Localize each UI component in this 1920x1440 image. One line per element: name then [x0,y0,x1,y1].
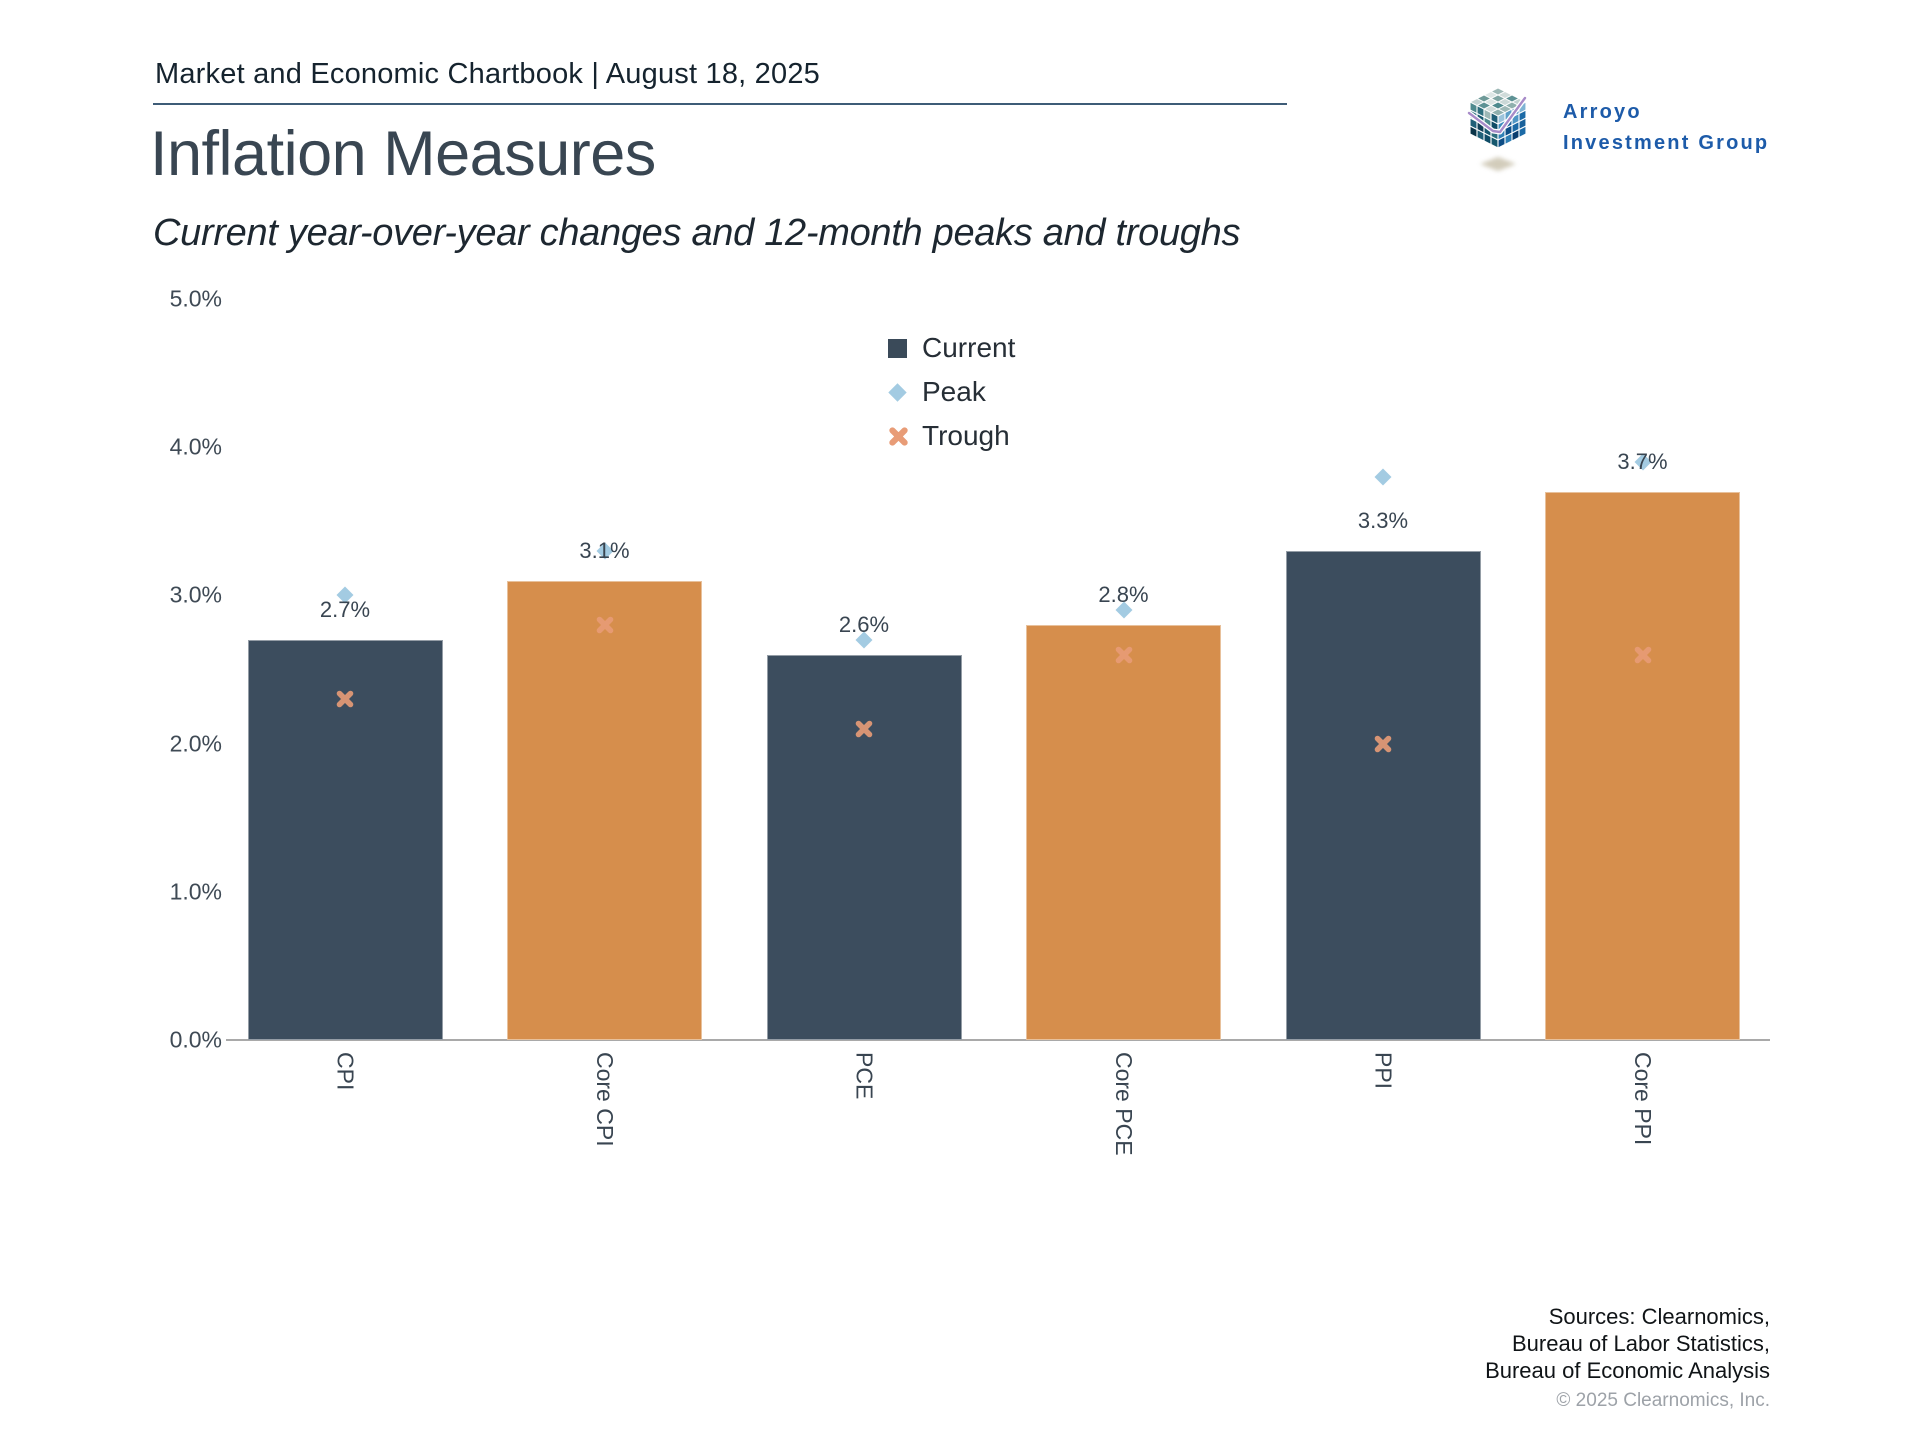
trough-marker-core-pce [1114,645,1133,664]
brand-line1: Arroyo [1563,101,1642,123]
bar-core-pce [1026,625,1221,1040]
category-label-core-pce: Core PCE [1111,1052,1137,1156]
y-tick-4-0-: 4.0% [169,433,222,460]
source-line: Sources: Clearnomics, [1548,1304,1770,1329]
brand-line2: Investment Group [1563,132,1770,154]
header-divider [153,103,1287,105]
page-title: Inflation Measures [150,119,656,189]
legend-label: Trough [922,420,1010,451]
y-tick-3-0-: 3.0% [169,581,222,608]
peak-marker-ppi [1374,468,1392,486]
bar-core-cpi [507,580,702,1040]
legend-item-current: Current [888,326,1015,370]
legend-item-trough: Trough [888,414,1015,458]
legend-item-peak: Peak [888,370,1015,414]
cube-mosaic-chart-logo-icon [1467,88,1528,171]
y-tick-5-0-: 5.0% [169,285,222,312]
legend-x-icon [888,426,922,447]
trough-marker-cpi [336,690,355,709]
value-label-cpi: 2.7% [319,596,371,622]
category-label-core-cpi: Core CPI [592,1052,618,1147]
source-line: Bureau of Economic Analysis [1485,1358,1770,1383]
trough-marker-core-ppi [1633,645,1652,664]
trough-marker-pce [855,719,874,738]
sources-note: Sources: Clearnomics, Bureau of Labor St… [1485,1303,1770,1384]
y-tick-1-0-: 1.0% [169,878,222,905]
value-label-pce: 2.6% [838,611,890,637]
source-line: Bureau of Labor Statistics, [1511,1331,1770,1356]
value-label-core-cpi: 3.1% [579,537,630,563]
trough-marker-core-cpi [595,616,614,635]
bar-ppi [1285,550,1481,1040]
bar-core-ppi [1545,491,1740,1040]
category-label-pce: PCE [851,1052,878,1100]
chartbook-header: Market and Economic Chartbook | August 1… [155,58,820,90]
category-label-core-ppi: Core PPI [1630,1052,1656,1146]
page-subtitle: Current year-over-year changes and 12-mo… [153,212,1241,254]
chart-legend: Current Peak Trough [888,326,1015,458]
x-axis-line [226,1039,1770,1041]
value-label-core-pce: 2.8% [1098,582,1149,608]
bar-pce [766,654,962,1040]
trough-marker-ppi [1374,734,1393,753]
legend-diamond-icon [888,382,922,402]
legend-square-icon [888,338,922,358]
y-tick-2-0-: 2.0% [169,730,222,757]
copyright-note: © 2025 Clearnomics, Inc. [1556,1390,1770,1411]
value-label-core-ppi: 3.7% [1617,448,1668,474]
legend-label: Current [922,332,1016,363]
category-label-cpi: CPI [332,1052,359,1091]
bar-cpi [247,639,443,1040]
legend-label: Peak [922,376,986,407]
value-label-ppi: 3.3% [1357,507,1409,533]
y-tick-0-0-: 0.0% [169,1026,222,1053]
category-label-ppi: PPI [1370,1052,1397,1090]
brand-name: Arroyo Investment Group [1563,97,1769,159]
